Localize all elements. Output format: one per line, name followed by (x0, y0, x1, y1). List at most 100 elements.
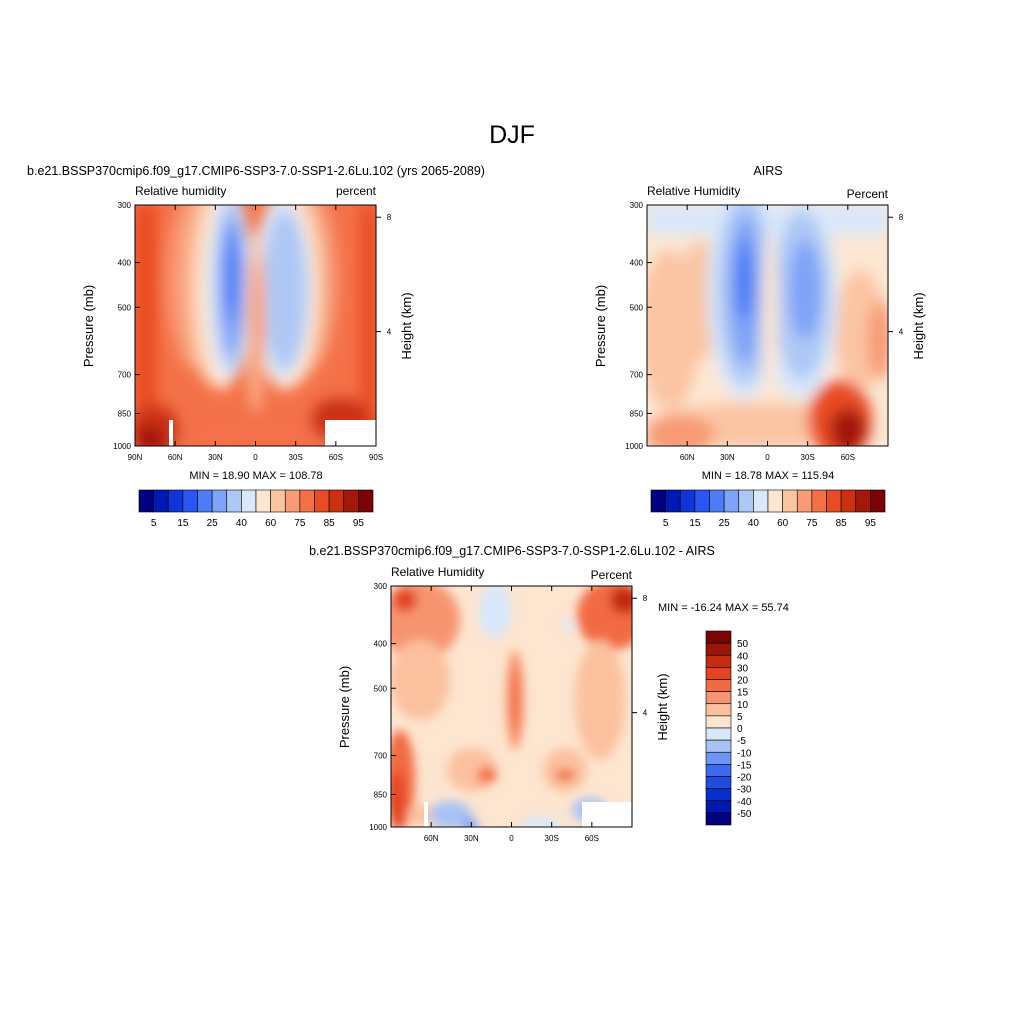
colorbar-swatch (705, 654, 732, 668)
colorbar-label: -5 (737, 736, 746, 747)
panel-model-axes: 300 400 500 700 850 1000 8 4 90N 60N 30N 0 30S 60S 90S (113, 201, 392, 462)
colorbar-swatch (705, 812, 732, 826)
colorbar-swatch (705, 751, 732, 765)
colorbar-label: 15 (177, 518, 189, 529)
main-title: DJF (489, 121, 535, 149)
y-tick-label: 300 (630, 201, 644, 210)
x-tick-label: 30S (801, 453, 815, 462)
colorbar-swatch (705, 776, 732, 789)
colorbar-swatch (328, 489, 345, 513)
colorbar-swatch (705, 788, 732, 802)
colorbar-swatch (705, 715, 732, 729)
x-tick-label: 0 (509, 834, 514, 843)
panel-model-colorbar: 5 15 25 40 60 75 85 95 (138, 489, 374, 529)
x-tick-label: 30S (289, 453, 303, 462)
panel-diff-stats: MIN = -16.24 MAX = 55.74 (658, 602, 789, 614)
colorbar-label: 75 (806, 518, 818, 529)
colorbar-swatch (167, 489, 184, 513)
panel-diff-right-label: Percent (591, 568, 633, 582)
colorbar-swatch (753, 489, 769, 513)
colorbar-swatch (694, 489, 710, 513)
y-tick-label: 850 (630, 409, 644, 418)
height-tick-label: 8 (643, 594, 648, 603)
colorbar-swatch (840, 489, 857, 513)
colorbar-swatch (782, 489, 798, 513)
colorbar-swatch (705, 703, 732, 717)
colorbar-swatch (241, 489, 257, 513)
colorbar-label: 10 (737, 700, 749, 711)
colorbar-label: 75 (294, 518, 306, 529)
panel-obs-left-label: Relative Humidity (647, 184, 740, 198)
x-tick-label: 60S (841, 453, 855, 462)
colorbar-label: -10 (737, 748, 752, 759)
colorbar-swatch (665, 489, 681, 513)
y-tick-label: 500 (118, 303, 132, 312)
x-tick-label: 90S (369, 453, 383, 462)
colorbar-swatch (738, 489, 754, 513)
panel-obs-stats: MIN = 18.78 MAX = 115.94 (702, 470, 834, 482)
panel-model-left-label: Relative humidity (135, 184, 226, 198)
y-tick-label: 300 (374, 582, 388, 591)
colorbar-label: 40 (748, 518, 760, 529)
colorbar-label: -15 (737, 760, 752, 771)
colorbar-label: 0 (737, 724, 743, 735)
colorbar-swatch (705, 667, 732, 680)
colorbar-label: -20 (737, 773, 752, 784)
y-tick-label: 500 (630, 303, 644, 312)
height-tick-label: 4 (387, 328, 392, 337)
x-tick-label: 30S (545, 834, 559, 843)
x-tick-label: 60N (680, 453, 695, 462)
y-tick-label: 850 (118, 409, 132, 418)
y-tick-label: 500 (374, 684, 388, 693)
panel-obs-axes: 300 400 500 700 850 1000 8 4 60N 30N 0 30S 60S (625, 201, 904, 462)
x-tick-label: 30N (464, 834, 479, 843)
x-tick-label: 60S (329, 453, 343, 462)
colorbar-swatch (705, 764, 732, 777)
height-tick-label: 4 (643, 709, 648, 718)
x-tick-label: 90N (128, 453, 143, 462)
colorbar-swatch (255, 489, 271, 513)
y-tick-label: 850 (374, 790, 388, 799)
colorbar-label: 95 (865, 518, 877, 529)
colorbar-swatch (284, 489, 301, 513)
y-tick-label: 1000 (625, 442, 643, 451)
colorbar-swatch (314, 489, 330, 513)
colorbar-label: 85 (836, 518, 848, 529)
panel-model-field (135, 205, 376, 446)
colorbar-swatch (826, 489, 842, 513)
colorbar-swatch (705, 800, 732, 814)
colorbar-swatch (709, 489, 725, 513)
colorbar-swatch (211, 489, 228, 513)
y-tick-label: 400 (118, 259, 132, 268)
colorbar-swatch (870, 489, 886, 513)
colorbar-label: 85 (324, 518, 336, 529)
colorbar-label: 40 (236, 518, 248, 529)
x-tick-label: 60N (424, 834, 439, 843)
colorbar-label: 15 (689, 518, 701, 529)
y-tick-label: 1000 (113, 442, 131, 451)
panel-obs: AIRS Relative Humidity Percent (593, 164, 926, 529)
panel-diff-left-label: Relative Humidity (391, 565, 484, 579)
panel-obs-ylabel: Pressure (mb) (593, 285, 608, 367)
panel-model: b.e21.BSSP370cmip6.f09_g17.CMIP6-SSP3-7.… (27, 164, 485, 529)
colorbar-label: 50 (737, 639, 749, 650)
x-tick-label: 30N (208, 453, 223, 462)
colorbar-label: 60 (265, 518, 277, 529)
panel-diff: b.e21.BSSP370cmip6.f09_g17.CMIP6-SSP3-7.… (309, 544, 789, 843)
x-tick-label: 60S (585, 834, 599, 843)
colorbar-label: 5 (663, 518, 669, 529)
x-tick-label: 0 (253, 453, 258, 462)
panel-model-title: b.e21.BSSP370cmip6.f09_g17.CMIP6-SSP3-7.… (27, 164, 485, 178)
colorbar-swatch (705, 727, 732, 741)
colorbar-label: 40 (737, 651, 749, 662)
panel-diff-field (391, 586, 632, 827)
colorbar-swatch (705, 691, 732, 705)
y-tick-label: 700 (630, 371, 644, 380)
colorbar-swatch (138, 489, 154, 513)
colorbar-swatch (855, 489, 871, 513)
colorbar-label: 25 (207, 518, 219, 529)
colorbar-swatch (299, 489, 315, 513)
y-tick-label: 400 (630, 259, 644, 268)
